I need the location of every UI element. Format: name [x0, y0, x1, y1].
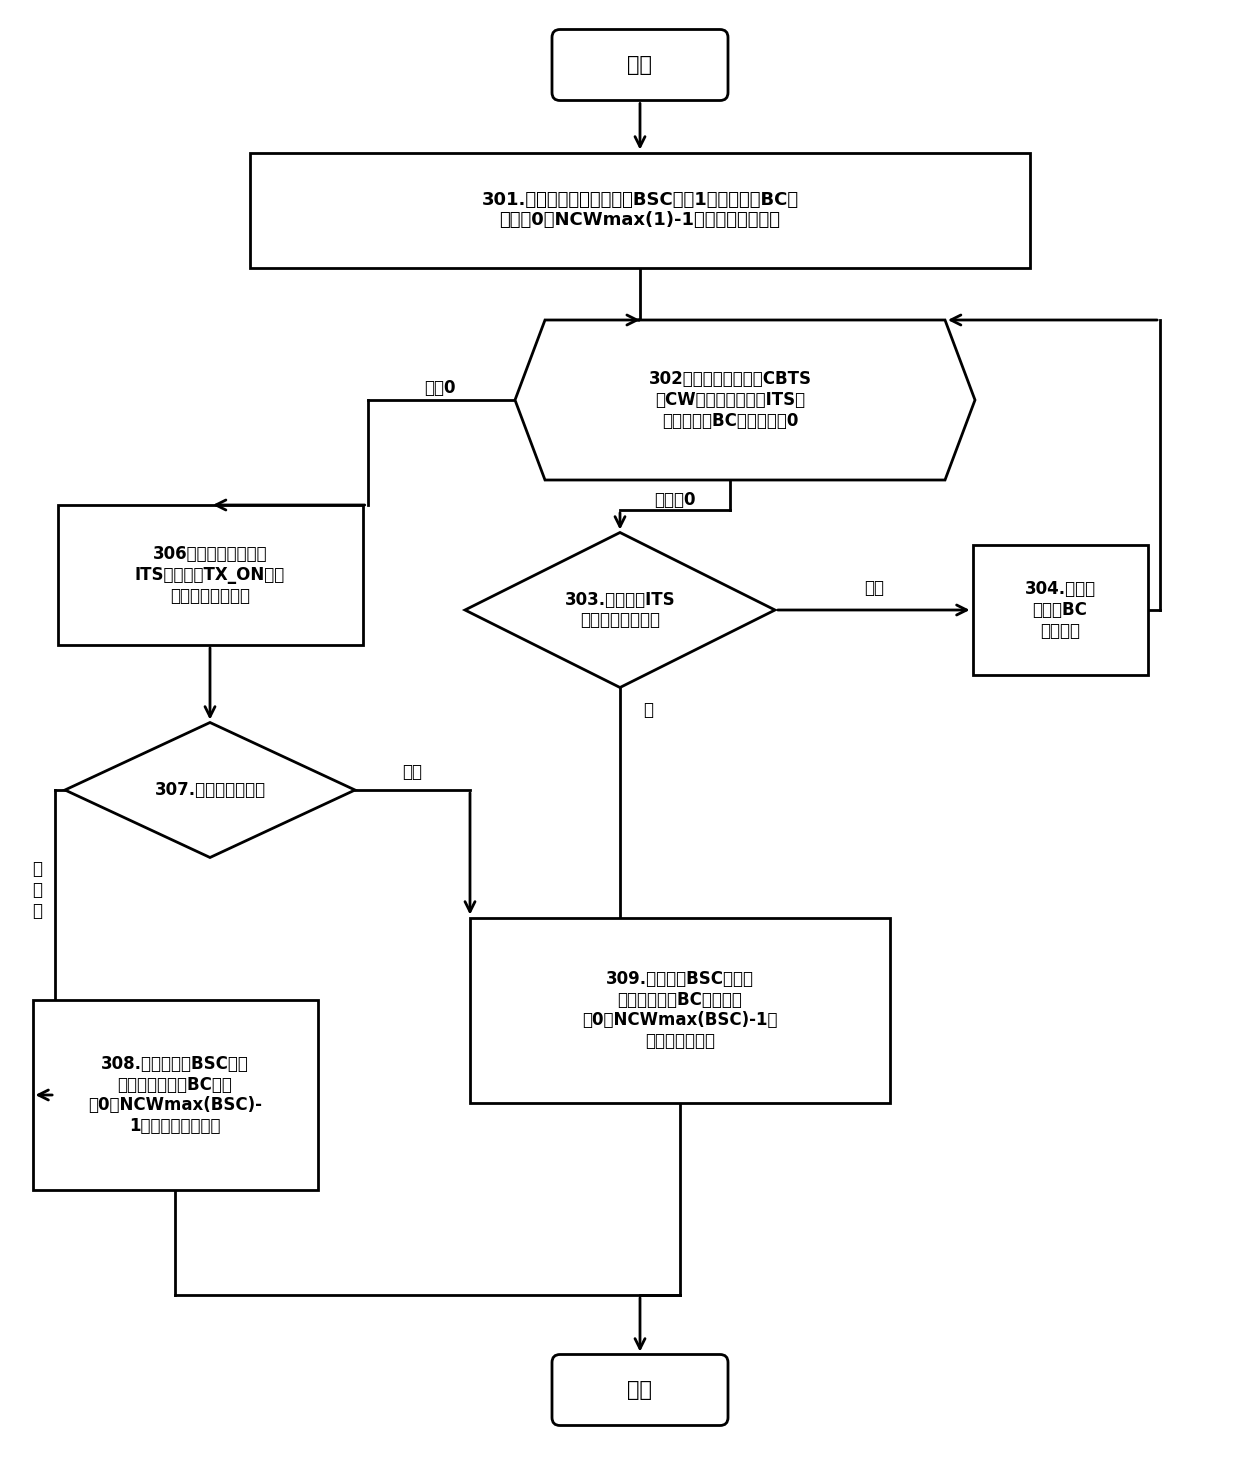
Bar: [57, 504, 362, 645]
Bar: [32, 1000, 317, 1190]
FancyBboxPatch shape: [552, 1355, 728, 1425]
Text: 302、竞争节点在当前CBTS
的CW的每个空闲时隙ITS开
始时，判断BC值是否等于0: 302、竞争节点在当前CBTS 的CW的每个空闲时隙ITS开 始时，判断BC值是…: [649, 371, 811, 430]
Bar: [470, 918, 890, 1102]
Bar: [250, 152, 1030, 267]
Text: 开始: 开始: [627, 56, 652, 75]
Text: 304.竞争节
点执行BC
递减操作: 304.竞争节 点执行BC 递减操作: [1024, 581, 1096, 639]
Polygon shape: [465, 532, 775, 688]
Polygon shape: [515, 320, 975, 479]
Text: 308.竞争节点的BSC执行
递减操作，并将BC置为
（0，NCWmax(BSC)-
1）区间内的随机值: 308.竞争节点的BSC执行 递减操作，并将BC置为 （0，NCWmax(BSC…: [88, 1056, 262, 1135]
Text: 有: 有: [644, 701, 653, 718]
Text: 301.竞争节点初始化自己的BSC值为1，将自己的BC值
置为（0，NCWmax(1)-1）区间内的随机值: 301.竞争节点初始化自己的BSC值为1，将自己的BC值 置为（0，NCWmax…: [481, 191, 799, 229]
Text: 306、竞争节点在当前
ITS开始后的TX_ON微秒
窗口内开始发送帧: 306、竞争节点在当前 ITS开始后的TX_ON微秒 窗口内开始发送帧: [135, 545, 285, 605]
Bar: [972, 545, 1147, 674]
Text: 309.竞争节点BSC执行递
增操作，并将BC值设置为
（0，NCWmax(BSC)-1）
区间内的随机值: 309.竞争节点BSC执行递 增操作，并将BC值设置为 （0，NCWmax(BS…: [583, 970, 777, 1050]
Text: 不
冲
突: 不 冲 突: [32, 861, 42, 919]
Text: 冲突: 冲突: [403, 762, 423, 781]
Text: 结束: 结束: [627, 1380, 652, 1400]
Text: 307.是否有传输冲突: 307.是否有传输冲突: [155, 781, 265, 799]
Text: 等于0: 等于0: [424, 380, 456, 397]
Text: 303.检测当前ITS
内是否有数据传输: 303.检测当前ITS 内是否有数据传输: [564, 591, 676, 629]
FancyBboxPatch shape: [552, 29, 728, 101]
Polygon shape: [64, 723, 355, 858]
Text: 不等于0: 不等于0: [655, 491, 696, 509]
Text: 没有: 没有: [864, 579, 884, 597]
